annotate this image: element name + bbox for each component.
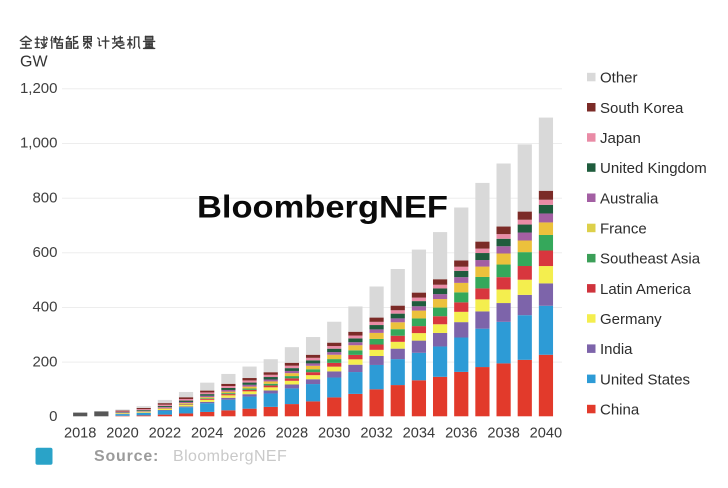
svg-text:Southeast Asia: Southeast Asia <box>600 251 701 268</box>
svg-text:BloombergNEF: BloombergNEF <box>173 448 287 465</box>
svg-text:800: 800 <box>32 189 57 206</box>
svg-text:2038: 2038 <box>487 425 519 441</box>
svg-text:Germany: Germany <box>600 311 662 328</box>
svg-text:South Korea: South Korea <box>600 100 684 117</box>
svg-text:1,200: 1,200 <box>20 80 58 97</box>
svg-text:GW: GW <box>20 54 48 71</box>
svg-text:0: 0 <box>49 408 57 425</box>
svg-text:BloombergNEF: BloombergNEF <box>197 189 448 225</box>
svg-text:1,000: 1,000 <box>20 135 58 152</box>
svg-text:600: 600 <box>32 244 57 261</box>
svg-text:France: France <box>600 221 647 238</box>
svg-text:Latin America: Latin America <box>600 281 692 298</box>
svg-text:200: 200 <box>32 353 57 370</box>
svg-text:2040: 2040 <box>530 425 562 441</box>
svg-text:Source:: Source: <box>94 448 159 465</box>
svg-text:2036: 2036 <box>445 425 477 441</box>
svg-text:Other: Other <box>600 70 638 87</box>
svg-text:2030: 2030 <box>318 425 350 441</box>
svg-text:2028: 2028 <box>276 425 308 441</box>
svg-text:2020: 2020 <box>106 425 138 441</box>
svg-text:2034: 2034 <box>403 425 435 441</box>
svg-text:United Kingdom: United Kingdom <box>600 160 707 177</box>
svg-text:2032: 2032 <box>360 425 392 441</box>
svg-text:India: India <box>600 341 633 358</box>
svg-text:2018: 2018 <box>64 425 96 441</box>
svg-text:United States: United States <box>600 371 690 388</box>
svg-text:2024: 2024 <box>191 425 223 441</box>
svg-text:2022: 2022 <box>149 425 181 441</box>
svg-text:2026: 2026 <box>233 425 265 441</box>
svg-text:Australia: Australia <box>600 190 659 207</box>
svg-text:Japan: Japan <box>600 130 641 147</box>
svg-text:China: China <box>600 402 640 419</box>
svg-text:400: 400 <box>32 299 57 316</box>
